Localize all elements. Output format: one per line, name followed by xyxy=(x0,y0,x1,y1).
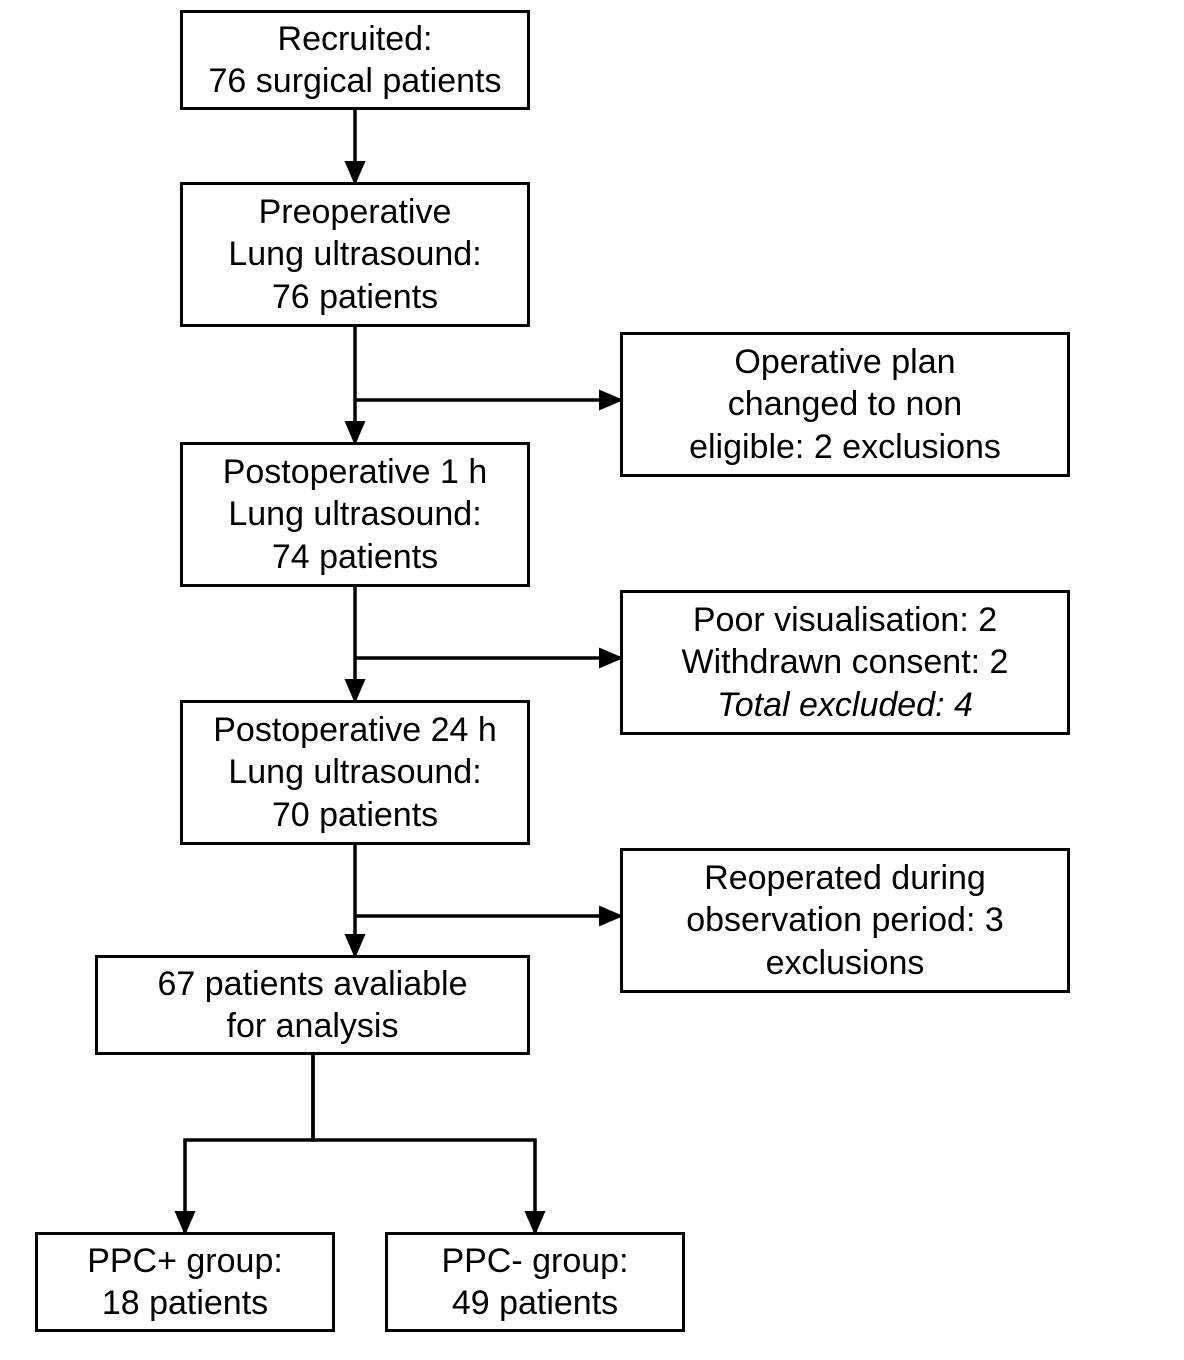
node-excl2: Poor visualisation: 2Withdrawn consent: … xyxy=(620,590,1070,735)
node-excl1-line-1: changed to non xyxy=(728,383,962,426)
node-ppc_minus: PPC- group:49 patients xyxy=(385,1232,685,1332)
flowchart-canvas: Recruited:76 surgical patients Preoperati… xyxy=(0,0,1184,1360)
node-available: 67 patients avaliablefor analysis xyxy=(95,955,530,1055)
node-preop-line-2: 76 patients xyxy=(272,276,438,319)
node-recruited: Recruited:76 surgical patients xyxy=(180,10,530,110)
node-excl2-line-2: Total excluded: 4 xyxy=(717,684,973,727)
node-excl1-line-2: eligible: 2 exclusions xyxy=(689,426,1001,469)
node-preop-line-1: Lung ultrasound: xyxy=(228,233,481,276)
node-postop1h-line-1: Lung ultrasound: xyxy=(228,493,481,536)
node-ppc_minus-line-0: PPC- group: xyxy=(441,1240,628,1283)
node-ppc_plus-line-0: PPC+ group: xyxy=(87,1240,283,1283)
node-postop24h-line-1: Lung ultrasound: xyxy=(228,751,481,794)
node-excl2-line-0: Poor visualisation: 2 xyxy=(693,599,997,642)
node-ppc_plus-line-1: 18 patients xyxy=(102,1282,268,1325)
node-excl3-line-0: Reoperated during xyxy=(704,857,986,900)
node-ppc_minus-line-1: 49 patients xyxy=(452,1282,618,1325)
node-excl2-line-1: Withdrawn consent: 2 xyxy=(682,641,1009,684)
node-preop-line-0: Preoperative xyxy=(259,191,452,234)
node-postop24h-line-2: 70 patients xyxy=(272,794,438,837)
node-excl3-line-1: observation period: 3 xyxy=(686,899,1004,942)
node-recruited-line-0: Recruited: xyxy=(278,18,433,61)
node-recruited-line-1: 76 surgical patients xyxy=(209,60,502,103)
node-available-line-1: for analysis xyxy=(227,1005,399,1048)
edge-available-to-ppc_plus xyxy=(185,1055,313,1232)
node-available-line-0: 67 patients avaliable xyxy=(157,963,467,1006)
node-postop1h-line-2: 74 patients xyxy=(272,536,438,579)
node-postop24h: Postoperative 24 hLung ultrasound:70 pat… xyxy=(180,700,530,845)
node-excl1: Operative planchanged to noneligible: 2 … xyxy=(620,332,1070,477)
node-postop1h: Postoperative 1 hLung ultrasound:74 pati… xyxy=(180,442,530,587)
node-excl3: Reoperated duringobservation period: 3ex… xyxy=(620,848,1070,993)
node-preop: PreoperativeLung ultrasound:76 patients xyxy=(180,182,530,327)
node-postop24h-line-0: Postoperative 24 h xyxy=(213,709,497,752)
node-postop1h-line-0: Postoperative 1 h xyxy=(223,451,488,494)
edge-available-to-ppc_minus xyxy=(313,1055,535,1232)
node-excl1-line-0: Operative plan xyxy=(734,341,955,384)
node-ppc_plus: PPC+ group:18 patients xyxy=(35,1232,335,1332)
node-excl3-line-2: exclusions xyxy=(766,942,925,985)
